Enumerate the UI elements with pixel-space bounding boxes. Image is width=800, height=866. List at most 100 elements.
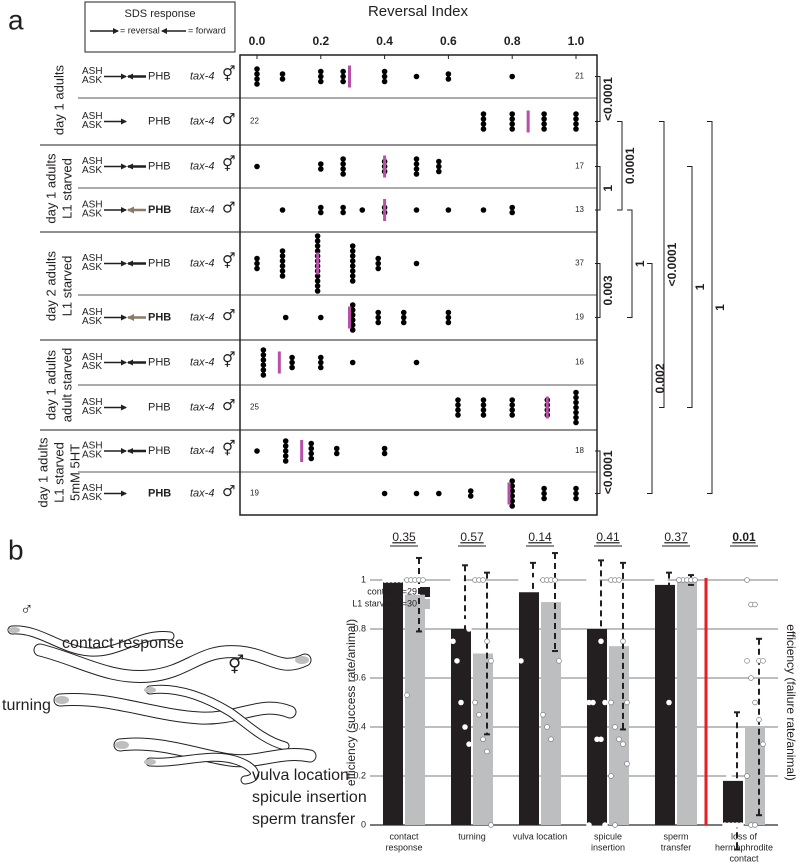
- p-value: 1: [633, 260, 647, 267]
- point: [744, 577, 750, 583]
- gene-label: tax-4: [190, 160, 214, 172]
- worm-diagram: [7, 625, 317, 785]
- gene-label: tax-4: [190, 487, 214, 499]
- dot: [509, 407, 515, 413]
- bar: [383, 580, 403, 825]
- bar: [655, 584, 675, 825]
- dot: [413, 161, 420, 167]
- dot: [509, 503, 515, 509]
- point: [608, 773, 614, 779]
- axis-title: Reversal Index: [368, 3, 469, 20]
- point: [738, 741, 744, 747]
- dot: [260, 352, 267, 358]
- neuron-label: ASH: [82, 156, 103, 167]
- dot: [573, 126, 579, 132]
- gene-label: tax-4: [190, 445, 214, 457]
- neuron-label: ASH: [82, 111, 103, 122]
- dot: [308, 445, 315, 452]
- neuron-label: ASK: [82, 450, 102, 461]
- dot: [445, 314, 452, 321]
- point: [620, 638, 626, 644]
- dot: [509, 116, 515, 122]
- male-symbol: ♂: [20, 599, 34, 619]
- point: [590, 699, 596, 706]
- y-axis-label: efficiency (success rate/animal): [344, 619, 358, 786]
- dot: [436, 158, 442, 165]
- dot: [375, 255, 382, 262]
- bar: [405, 594, 425, 825]
- dot: [289, 359, 295, 366]
- bracket: [595, 76, 601, 122]
- group-label: day 2 adults: [43, 250, 58, 321]
- point: [586, 822, 592, 828]
- point: [726, 822, 732, 828]
- sex-symbol: ⚥: [222, 351, 236, 369]
- phb-label: PHB: [148, 487, 171, 499]
- dot: [318, 166, 324, 172]
- point: [726, 773, 732, 779]
- dot: [400, 314, 407, 321]
- dot: [282, 453, 289, 459]
- gene-label: tax-4: [190, 115, 214, 127]
- dot: [340, 73, 346, 80]
- dot: [480, 407, 487, 413]
- x-tick-label: vulva location: [513, 831, 568, 841]
- dot: [349, 312, 356, 318]
- group-label: day 1 adults: [43, 349, 58, 420]
- diagram-label: vulva location: [252, 767, 349, 784]
- dot: [509, 397, 515, 403]
- dot: [445, 319, 452, 326]
- legend-label: = reversal: [120, 25, 160, 35]
- point: [624, 699, 630, 706]
- dot: [260, 362, 267, 368]
- neuron-label: ASH: [82, 253, 103, 264]
- point: [612, 724, 618, 730]
- x-tick-label: turning: [458, 831, 486, 841]
- dot: [282, 314, 289, 321]
- dot: [400, 319, 407, 326]
- dot: [333, 450, 340, 457]
- p-value: <0.0001: [601, 77, 615, 121]
- point: [390, 577, 396, 583]
- point: [548, 736, 554, 742]
- dot: [333, 445, 340, 452]
- dot: [573, 121, 579, 127]
- neuron-label: ASK: [82, 316, 102, 327]
- dot: [254, 81, 260, 87]
- dot: [279, 248, 286, 254]
- dot: [314, 243, 321, 249]
- dot: [279, 253, 286, 259]
- dot: [455, 407, 461, 413]
- dot: [445, 207, 452, 213]
- neuron-label: ASH: [82, 66, 103, 77]
- dot: [254, 71, 260, 77]
- dot: [254, 66, 260, 72]
- legend-swatch: [420, 599, 430, 609]
- y2-axis-label: efficiency (failure rate/animal): [784, 624, 798, 781]
- point: [752, 601, 758, 608]
- dot: [340, 171, 346, 177]
- point: [692, 577, 698, 583]
- dot: [381, 490, 388, 497]
- dot: [381, 73, 388, 80]
- dot: [541, 111, 547, 117]
- sex-symbol: ♂: [222, 396, 235, 414]
- dot: [573, 389, 579, 396]
- point: [458, 699, 464, 706]
- dot: [318, 354, 324, 361]
- point: [612, 822, 618, 828]
- dot: [260, 357, 267, 363]
- dot: [349, 302, 356, 308]
- bracket: [595, 263, 601, 318]
- dot: [340, 204, 346, 211]
- dot: [541, 485, 547, 492]
- x-tick-label: hermaphrodite: [715, 842, 773, 852]
- dot: [318, 364, 324, 371]
- point: [472, 699, 478, 706]
- point: [608, 699, 614, 706]
- phb-label: PHB: [148, 356, 171, 368]
- point: [676, 577, 682, 583]
- phb-label: PHB: [148, 204, 171, 216]
- n-label: 19: [575, 313, 584, 322]
